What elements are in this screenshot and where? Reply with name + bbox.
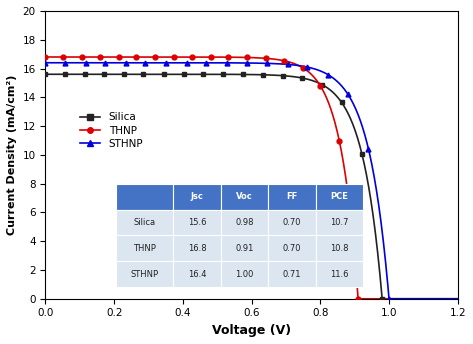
FancyBboxPatch shape	[173, 209, 221, 235]
FancyBboxPatch shape	[115, 261, 173, 287]
FancyBboxPatch shape	[268, 261, 315, 287]
Text: Silica: Silica	[133, 218, 156, 227]
Text: Jsc: Jsc	[191, 192, 203, 201]
FancyBboxPatch shape	[315, 261, 363, 287]
Text: 1.00: 1.00	[235, 270, 254, 279]
Text: 0.70: 0.70	[282, 244, 301, 253]
FancyBboxPatch shape	[268, 184, 315, 209]
FancyBboxPatch shape	[221, 235, 268, 261]
Text: 16.4: 16.4	[188, 270, 206, 279]
Text: 11.6: 11.6	[330, 270, 349, 279]
Text: THNP: THNP	[133, 244, 156, 253]
Text: 10.8: 10.8	[330, 244, 349, 253]
Legend: Silica, THNP, STHNP: Silica, THNP, STHNP	[75, 108, 148, 153]
Text: PCE: PCE	[330, 192, 348, 201]
Text: 15.6: 15.6	[188, 218, 206, 227]
FancyBboxPatch shape	[221, 261, 268, 287]
Y-axis label: Current Density (mA/cm²): Current Density (mA/cm²)	[7, 75, 17, 235]
FancyBboxPatch shape	[115, 209, 173, 235]
Text: 0.91: 0.91	[235, 244, 254, 253]
FancyBboxPatch shape	[221, 184, 268, 209]
Text: Voc: Voc	[236, 192, 253, 201]
FancyBboxPatch shape	[268, 209, 315, 235]
Text: STHNP: STHNP	[131, 270, 158, 279]
FancyBboxPatch shape	[315, 209, 363, 235]
Text: 16.8: 16.8	[188, 244, 206, 253]
Text: 0.98: 0.98	[235, 218, 254, 227]
Text: 10.7: 10.7	[330, 218, 349, 227]
FancyBboxPatch shape	[173, 261, 221, 287]
X-axis label: Voltage (V): Voltage (V)	[212, 324, 291, 337]
FancyBboxPatch shape	[315, 235, 363, 261]
FancyBboxPatch shape	[268, 235, 315, 261]
FancyBboxPatch shape	[173, 235, 221, 261]
Text: FF: FF	[286, 192, 298, 201]
FancyBboxPatch shape	[115, 184, 173, 209]
FancyBboxPatch shape	[173, 184, 221, 209]
FancyBboxPatch shape	[315, 184, 363, 209]
Text: 0.71: 0.71	[282, 270, 301, 279]
FancyBboxPatch shape	[115, 235, 173, 261]
FancyBboxPatch shape	[221, 209, 268, 235]
Text: 0.70: 0.70	[282, 218, 301, 227]
